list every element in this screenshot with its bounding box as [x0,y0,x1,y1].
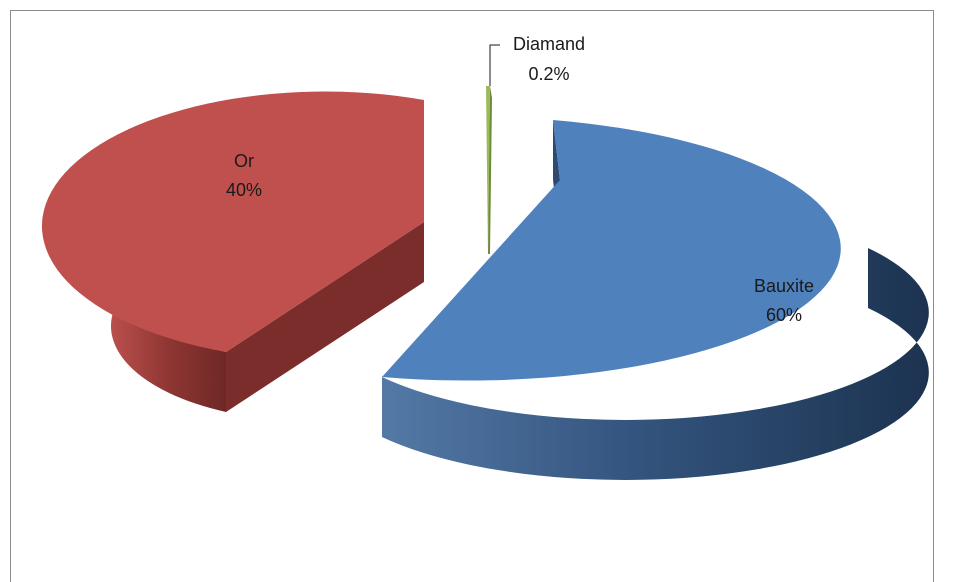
slice-label-diamand: Diamand [513,34,585,54]
slice-label-bauxite: Bauxite [754,276,814,296]
slice-bauxite-side [382,248,929,480]
slice-value-or: 40% [226,180,262,200]
slice-diamand-side [488,86,492,254]
slice-label-or: Or [234,151,254,171]
slice-bauxite-top [382,120,841,381]
slice-or-top [41,91,424,352]
slice-diamand [486,86,490,254]
slice-or-wall [226,222,424,412]
diamand-leader-line [489,44,500,86]
slice-value-diamand: 0.2% [528,64,569,84]
slice-value-bauxite: 60% [766,305,802,325]
slice-or-side [110,241,226,412]
